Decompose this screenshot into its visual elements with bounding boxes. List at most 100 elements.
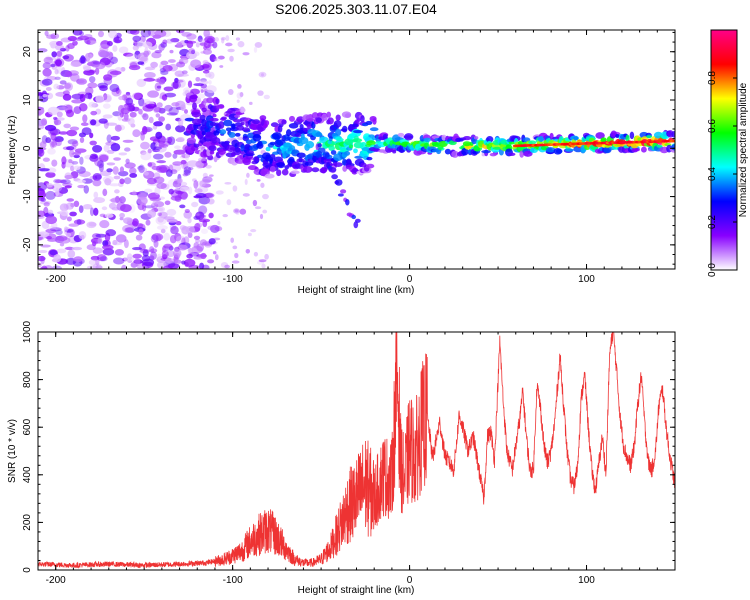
spectrogram-cell <box>142 258 155 267</box>
spectrogram-cell <box>365 120 373 125</box>
spectrogram-cell <box>392 149 397 154</box>
spectrogram-cell <box>208 238 216 245</box>
spectrogram-cell <box>119 212 125 218</box>
spectrogram-cell <box>143 171 149 176</box>
spectrogram-cell <box>136 78 147 88</box>
spectrogram-cell <box>163 243 173 249</box>
spectrogram-cell <box>46 34 57 40</box>
spectrogram-cell <box>198 205 208 215</box>
spectrogram-cell <box>76 219 82 225</box>
page-title: S206.2025.303.11.07.E04 <box>275 1 437 17</box>
spectrogram-cell <box>49 140 55 149</box>
spectrogram-cell <box>115 234 127 243</box>
spectrogram-cell <box>181 32 192 37</box>
spectrogram-cell <box>641 146 647 153</box>
spectrogram-cell <box>60 179 71 185</box>
spectrogram-cell <box>160 183 170 190</box>
spectrogram-cell <box>170 225 179 235</box>
spectrogram-cell <box>286 129 292 137</box>
spectrogram-cell <box>328 145 335 151</box>
spectrogram-cell <box>147 148 152 154</box>
spectrogram-cell <box>177 244 188 251</box>
spectrogram-cell <box>202 193 214 198</box>
spectrogram-cell <box>144 71 156 79</box>
spectrogram-cell <box>171 102 180 107</box>
spectrogram-cell <box>38 168 50 172</box>
spectrogram-cell <box>372 118 377 125</box>
spectrogram-cell <box>51 182 63 192</box>
spectrogram-cell <box>207 43 215 47</box>
spectrogram-cell <box>250 228 257 233</box>
snr-background <box>38 332 675 570</box>
spectrogram-cell <box>281 168 289 176</box>
spectrogram-cell <box>290 170 300 175</box>
spectrogram-cell <box>196 213 200 217</box>
spectrogram-cell <box>66 129 78 137</box>
spectrogram-cell <box>147 161 156 168</box>
spectrogram-cell <box>89 207 95 217</box>
spectrogram-cell <box>83 66 92 71</box>
spectrogram-cell <box>191 201 199 208</box>
spectrogram-cell <box>143 170 155 180</box>
spectrogram-cell <box>102 188 108 197</box>
spectrogram-cell <box>125 97 134 106</box>
spectrogram-cell <box>202 172 208 178</box>
spectrogram-cell <box>206 148 211 157</box>
spectrogram-cell <box>242 157 251 166</box>
spectrogram-cell <box>64 174 74 180</box>
spectrogram-cell <box>229 55 234 62</box>
spectrogram-cell <box>330 150 337 155</box>
spectrogram-cell <box>164 92 177 98</box>
spectrogram-cell <box>206 37 214 44</box>
spectrogram-cell <box>122 139 134 143</box>
spectrogram-cell <box>166 136 173 144</box>
spectrogram-cell <box>51 51 57 58</box>
spectrogram-cell <box>118 170 129 177</box>
spectrogram-cell <box>132 35 141 42</box>
spectrogram-cell <box>123 239 129 249</box>
spectrogram-cell <box>159 196 165 200</box>
spectrogram-cell <box>333 120 342 128</box>
spectrogram-cell <box>289 115 295 122</box>
spectrogram-cell <box>42 62 52 70</box>
spectrogram-cell <box>198 218 211 223</box>
spectrogram-cell <box>90 119 97 126</box>
spectrogram-cell <box>97 237 103 245</box>
spectrogram-cell <box>320 166 327 174</box>
spectrogram-cell <box>213 56 218 62</box>
spectrogram-cell <box>192 118 202 125</box>
spectrogram-x-tick-label: -200 <box>46 274 66 285</box>
spectrogram-cell <box>214 58 221 62</box>
spectrogram-cell <box>168 106 179 116</box>
spectrogram-cell <box>215 98 220 105</box>
spectrogram-cell <box>153 146 162 150</box>
spectrogram-cell <box>209 150 215 155</box>
spectrogram-cell <box>70 202 75 208</box>
spectrogram-cell <box>55 187 60 197</box>
spectrogram-cell <box>47 209 54 215</box>
spectrogram-cell <box>113 257 125 265</box>
spectrogram-cell <box>326 111 332 118</box>
spectrogram-cell <box>223 119 233 127</box>
spectrogram-cell <box>124 162 136 169</box>
spectrogram-cell <box>151 165 162 171</box>
spectrogram-cell <box>179 186 190 192</box>
spectrogram-cell <box>67 249 76 259</box>
spectrogram-cell <box>82 114 88 123</box>
spectrogram-cell <box>198 145 206 149</box>
spectrogram-cell <box>200 51 206 54</box>
spectrogram-cell <box>79 156 84 165</box>
spectrogram-cell <box>153 239 159 248</box>
spectrogram-cell <box>198 196 211 205</box>
spectrogram-cell <box>117 112 123 121</box>
spectrogram-cell <box>192 102 197 110</box>
spectrogram-cell <box>202 49 213 55</box>
spectrogram-cell <box>236 92 243 99</box>
spectrogram-cell <box>72 140 79 147</box>
spectrogram-cell <box>258 259 267 263</box>
spectrogram-y-tick-label: 10 <box>22 94 33 106</box>
spectrogram-cell <box>105 229 117 237</box>
spectrogram-cell <box>254 206 262 210</box>
spectrogram-cell <box>56 65 62 74</box>
